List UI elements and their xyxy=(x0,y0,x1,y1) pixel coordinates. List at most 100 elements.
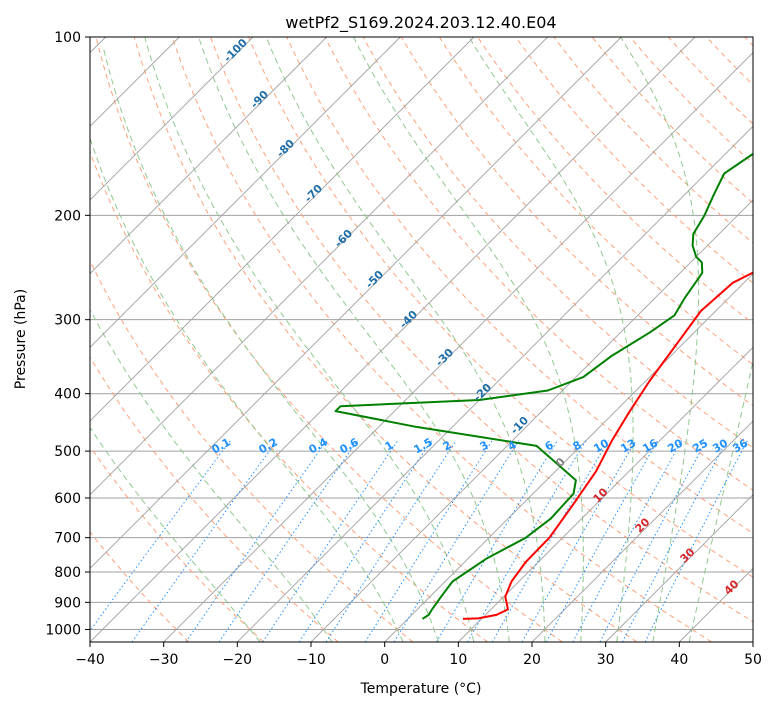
moist-adiabat xyxy=(90,426,261,642)
dry-adiabat xyxy=(744,37,753,47)
x-tick-label: 0 xyxy=(380,652,389,668)
moist-adiabat xyxy=(265,37,546,642)
mixing-ratio-line xyxy=(467,440,587,642)
isotherm-line xyxy=(384,273,753,642)
isotherm-line xyxy=(90,37,327,275)
dry-adiabat xyxy=(324,37,753,491)
chart-title: wetPf2_S169.2024.203.12.40.E04 xyxy=(285,13,556,33)
y-tick-label: 800 xyxy=(54,565,81,581)
moist-adiabat xyxy=(144,37,475,642)
skewed-isotherms xyxy=(90,37,753,642)
temperature-profile xyxy=(462,271,753,620)
isotherm-label: 40 xyxy=(722,577,742,597)
dry-adiabat xyxy=(90,356,339,642)
y-tick-label: 1000 xyxy=(45,622,81,638)
dry-adiabat xyxy=(286,37,753,534)
mixing-ratio-line xyxy=(599,440,707,642)
x-tick-label: −20 xyxy=(223,652,253,668)
isotherm-line xyxy=(531,420,753,642)
mixing-ratio-label: 36 xyxy=(730,436,750,455)
moist-adiabat xyxy=(90,308,333,642)
dry-adiabat xyxy=(553,37,753,244)
sounding-series xyxy=(334,152,753,620)
mixing-ratio-label: 25 xyxy=(690,437,710,456)
mixing-ratio-line xyxy=(364,440,493,642)
dry-adiabat xyxy=(90,259,414,642)
isotherm-line xyxy=(90,37,254,201)
x-axis-ticks: −40 −30 −20 −10 0 10 20 30 40 50 xyxy=(75,642,762,668)
y-tick-label: 500 xyxy=(54,444,81,460)
mixing-ratio-label: 16 xyxy=(640,436,660,455)
isotherm-label: 20 xyxy=(633,515,653,535)
y-axis-ticks: 100 200 300 400 500 600 700 800 900 1000 xyxy=(45,30,90,638)
potential-temperature-label: -70 xyxy=(302,182,325,205)
gridlines xyxy=(90,36,753,630)
x-tick-label: −40 xyxy=(75,652,105,668)
mixing-ratio-line xyxy=(393,440,520,642)
potential-temperature-label: -80 xyxy=(274,137,297,160)
mixing-ratio-line xyxy=(644,440,748,642)
isotherm-line xyxy=(237,125,753,642)
plot-area xyxy=(90,37,753,642)
potential-temperature-label: -10 xyxy=(508,414,531,437)
mixing-ratio-line xyxy=(435,440,558,642)
x-tick-label: −30 xyxy=(149,652,179,668)
moist-adiabat xyxy=(353,37,584,642)
dry-adiabat xyxy=(438,37,753,366)
potential-temperature-label: -90 xyxy=(248,88,271,111)
mixing-ratio-lines xyxy=(90,440,748,642)
mixing-ratio-line xyxy=(90,440,231,632)
moist-adiabat xyxy=(620,37,700,642)
dry-adiabat xyxy=(706,37,753,86)
isotherm-label: 0 xyxy=(553,455,568,470)
potential-temperature-label: -40 xyxy=(397,308,420,331)
mixing-ratio-label: 1.5 xyxy=(412,435,435,456)
dry-adiabat xyxy=(90,445,264,642)
dry-adiabat xyxy=(133,37,638,642)
x-tick-label: 40 xyxy=(670,652,688,668)
mixing-ratio-line xyxy=(521,440,637,642)
y-tick-label: 200 xyxy=(54,208,81,224)
potential-temperature-label: -30 xyxy=(433,346,456,369)
mixing-ratio-line xyxy=(131,440,278,642)
mixing-ratio-label: 13 xyxy=(618,437,638,456)
mixing-ratio-label: 0.1 xyxy=(210,435,233,456)
y-axis-title: Pressure (hPa) xyxy=(13,289,29,389)
isotherm-line xyxy=(90,37,401,348)
dry-adiabat xyxy=(210,37,753,623)
x-tick-label: 50 xyxy=(744,652,762,668)
moist-adiabat xyxy=(198,37,510,642)
x-axis-title: Temperature (°C) xyxy=(360,681,482,697)
y-tick-label: 900 xyxy=(54,595,81,611)
x-tick-label: −10 xyxy=(296,652,326,668)
dry-adiabat xyxy=(400,37,753,407)
mixing-ratio-label: 30 xyxy=(710,436,730,455)
isotherm-line xyxy=(90,37,475,422)
isotherm-line xyxy=(752,641,753,642)
moist-adiabat xyxy=(90,136,404,642)
plot-frame xyxy=(89,36,754,643)
mixing-ratio-line xyxy=(621,440,728,642)
y-tick-label: 100 xyxy=(54,30,81,46)
mixing-ratio-label: 0.4 xyxy=(307,435,331,456)
dry-adiabats xyxy=(90,37,753,642)
x-tick-label: 10 xyxy=(449,652,467,668)
potential-temperature-label: -100 xyxy=(221,36,250,65)
isotherm-line xyxy=(90,37,622,569)
moist-adiabat xyxy=(468,37,634,642)
moist-adiabats xyxy=(90,37,753,642)
mixing-ratio-line xyxy=(298,440,432,642)
dry-adiabat xyxy=(248,37,753,578)
mixing-ratio-label: 10 xyxy=(591,436,611,455)
potential-temperature-label: -50 xyxy=(363,268,386,291)
dry-adiabat xyxy=(90,531,190,642)
mixing-ratio-label: 20 xyxy=(665,436,685,455)
moist-adiabat xyxy=(688,358,753,642)
isotherm-line xyxy=(90,37,696,642)
dewpoint-profile xyxy=(334,152,753,620)
isotherm-label: 10 xyxy=(591,485,611,505)
mixing-ratio-label: 0.6 xyxy=(338,435,362,456)
isotherm-line xyxy=(310,199,753,642)
x-tick-label: 20 xyxy=(523,652,541,668)
